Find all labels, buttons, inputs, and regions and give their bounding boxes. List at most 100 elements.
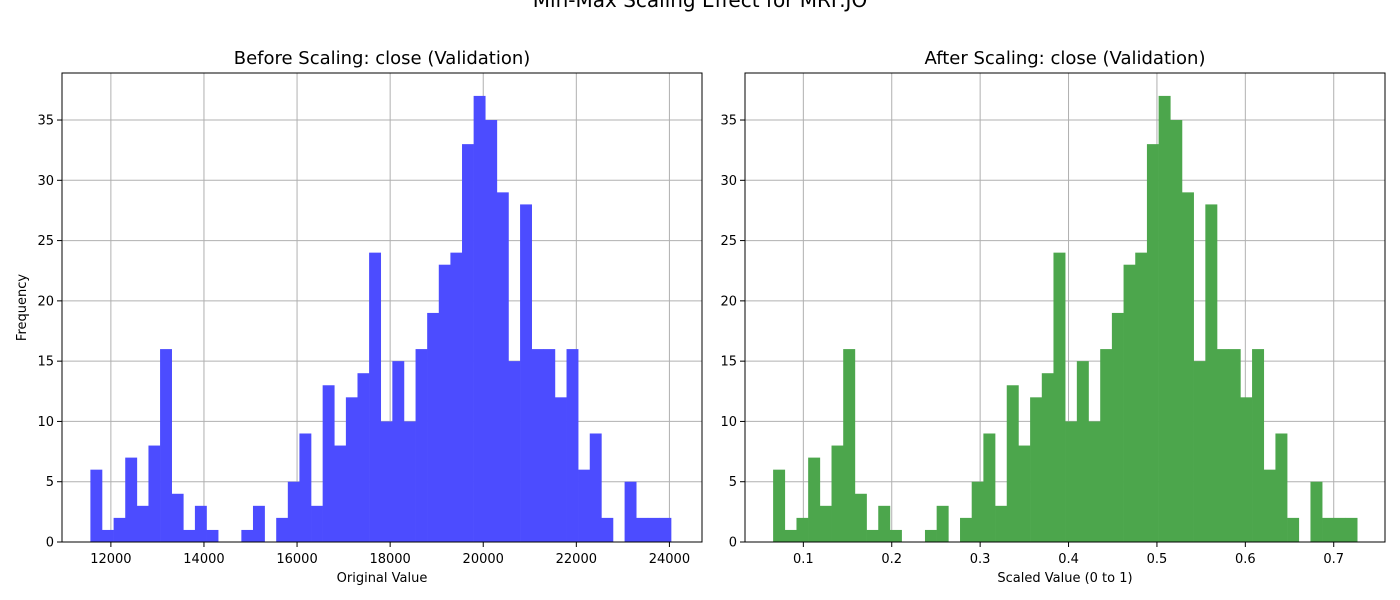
- panel-1-bar: [160, 349, 172, 542]
- panel-2-bar: [878, 505, 891, 542]
- panel-1-bar: [554, 397, 567, 542]
- panel-1-bar: [241, 529, 254, 542]
- panel-2-bar: [971, 481, 984, 542]
- panel-2-xlabel: Scaled Value (0 to 1): [997, 571, 1132, 586]
- panel-1-bar: [322, 385, 335, 542]
- panel-2-bar: [1228, 349, 1241, 542]
- panel-2-ytick-label: 5: [729, 475, 737, 490]
- panel-2-xtick-label: 0.2: [881, 552, 902, 567]
- panel-2-xtick-label: 0.5: [1147, 552, 1168, 567]
- panel-1-bar: [462, 144, 474, 543]
- panel-2-bar: [1275, 433, 1288, 542]
- panel-2-xtick-label: 0.6: [1235, 552, 1256, 567]
- panel-2-bar: [1111, 312, 1124, 542]
- panel-1-bar: [450, 252, 463, 542]
- panel-1-bar: [171, 493, 184, 542]
- panel-1-ytick-label: 25: [37, 234, 54, 249]
- panel-1-bar: [369, 252, 382, 542]
- panel-1-bar: [624, 481, 637, 542]
- panel-2-xtick-label: 0.4: [1058, 552, 1079, 567]
- panel-1-bar: [403, 421, 416, 542]
- panel-2-bar: [1030, 397, 1043, 542]
- panel-1-ytick-label: 5: [46, 475, 54, 490]
- panel-1-bar: [252, 505, 265, 542]
- panel-1-bar: [380, 421, 393, 542]
- panel-1-bar: [531, 349, 544, 542]
- panel-2-bar: [1193, 361, 1206, 542]
- panel-2-bar: [1240, 397, 1253, 542]
- panel-1-bar: [299, 433, 312, 542]
- panel-2-bar: [1322, 517, 1335, 542]
- panel-2-bar: [796, 517, 809, 542]
- panel-1-bar: [90, 469, 103, 542]
- panel-2-bar: [1170, 120, 1183, 542]
- panel-1-ytick-label: 15: [37, 355, 54, 370]
- panel-1-ytick-label: 30: [37, 174, 54, 189]
- panel-1-xtick-label: 18000: [369, 552, 410, 567]
- panel-1-bar: [392, 361, 405, 542]
- panel-2-ytick-label: 10: [720, 415, 737, 430]
- panel-2-ytick-label: 30: [720, 174, 737, 189]
- panel-2-bar: [1146, 144, 1159, 543]
- panel-1-bar: [601, 517, 614, 542]
- panel-1-bar: [276, 517, 289, 542]
- panel-1-bar: [206, 529, 219, 542]
- panel-1-bar: [357, 373, 370, 542]
- panel-2-ytick-label: 15: [720, 355, 737, 370]
- panel-1-bar: [183, 529, 196, 542]
- panel-1-ylabel: Frequency: [15, 274, 30, 341]
- panel-2-title: After Scaling: close (Validation): [925, 48, 1206, 69]
- panel-1-bar: [578, 469, 591, 542]
- panel-2-xtick-label: 0.3: [970, 552, 991, 567]
- panel-2-bar: [1088, 421, 1101, 542]
- panel-2-bar: [1135, 252, 1148, 542]
- panel-2-bar: [1252, 349, 1265, 542]
- panel-2-bar: [889, 529, 902, 542]
- panel-1-ytick-label: 20: [37, 294, 54, 309]
- panel-2-ytick-label: 25: [720, 234, 737, 249]
- panel-2-axes-frame: [744, 72, 1386, 543]
- panel-2-bar: [1217, 349, 1229, 542]
- panel-2-bar: [1041, 373, 1054, 542]
- panel-1-bar: [647, 517, 660, 542]
- panel-2-xtick-label: 0.7: [1323, 552, 1344, 567]
- panel-2-bar: [1053, 252, 1066, 542]
- panel-1-title: Before Scaling: close (Validation): [234, 48, 531, 69]
- panel-2-bar: [843, 349, 856, 542]
- panel-1-bar: [194, 505, 207, 542]
- panel-2-bar: [936, 505, 949, 542]
- panel-1-bar: [136, 505, 149, 542]
- panel-2-bar: [1345, 517, 1358, 542]
- panel-1-bar: [520, 204, 532, 543]
- panel-1-xtick-label: 22000: [556, 552, 597, 567]
- panel-1-xtick-label: 16000: [276, 552, 317, 567]
- panel-2-bar: [1100, 349, 1113, 542]
- panel-1-bar: [543, 349, 556, 542]
- panel-2-bar: [784, 529, 797, 542]
- panel-1-bar: [334, 445, 347, 542]
- panel-1-bar: [496, 192, 509, 542]
- panel-1-bar: [438, 264, 451, 542]
- panel-2-bar: [1263, 469, 1276, 542]
- panel-1-bar: [311, 505, 323, 542]
- panel-2-bar: [808, 457, 821, 542]
- panel-2-bar: [1076, 361, 1089, 542]
- panel-2-bar: [1287, 517, 1300, 542]
- panel-2-bar: [1158, 95, 1171, 542]
- panel-1-bar: [148, 445, 161, 542]
- panel-1-bar: [427, 312, 440, 542]
- panel-2-ytick-label: 20: [720, 294, 737, 309]
- panel-1-bar: [485, 120, 498, 542]
- panel-1-ytick-label: 10: [37, 415, 54, 430]
- figure-title: Min-Max Scaling Effect for MRF.JO: [532, 0, 868, 12]
- panel-1-xtick-label: 20000: [463, 552, 504, 567]
- panel-2-bar: [854, 493, 867, 542]
- panel-1-ytick-label: 35: [37, 114, 54, 129]
- panel-1-bar: [113, 517, 126, 542]
- panel-2-bar: [1181, 192, 1194, 542]
- panel-1-bar: [508, 361, 521, 542]
- panel-1-xtick-label: 14000: [183, 552, 224, 567]
- panel-1-bar: [102, 529, 114, 542]
- panel-2-ytick-label: 35: [720, 114, 737, 129]
